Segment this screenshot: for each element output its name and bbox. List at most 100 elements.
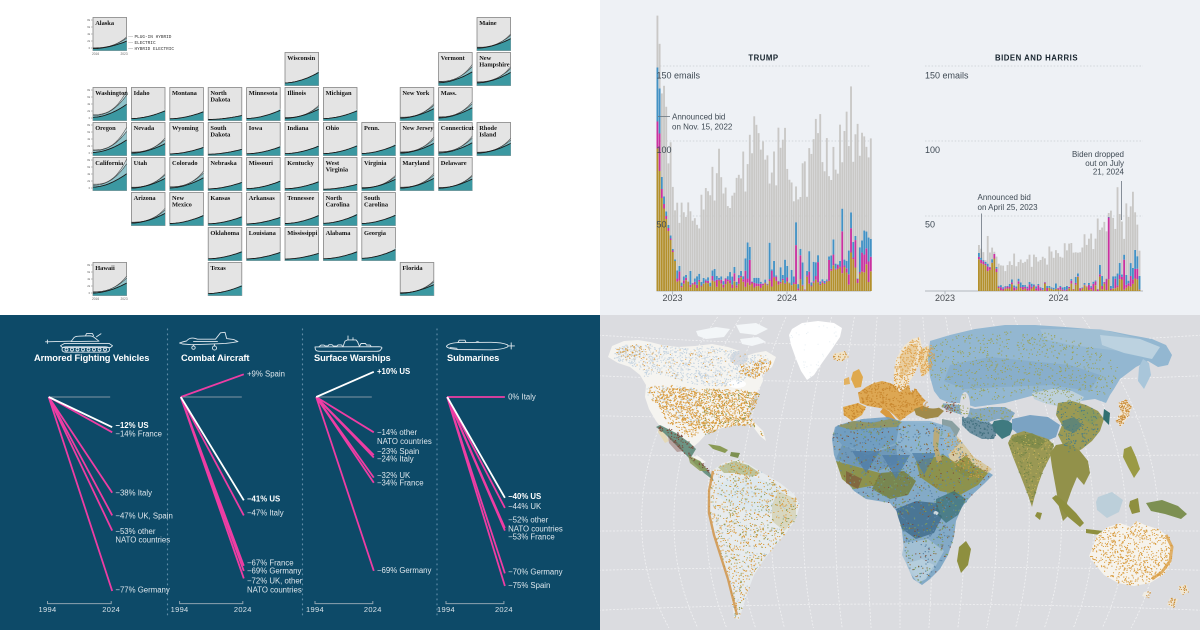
svg-text:Vermont: Vermont bbox=[441, 55, 466, 62]
svg-text:Carolina: Carolina bbox=[364, 202, 389, 209]
svg-text:Kansas: Kansas bbox=[210, 195, 230, 202]
svg-text:−38% Italy: −38% Italy bbox=[115, 489, 152, 498]
svg-text:−12% US: −12% US bbox=[115, 421, 148, 430]
svg-text:Biden dropped: Biden dropped bbox=[1072, 150, 1124, 159]
svg-text:−40% US: −40% US bbox=[508, 492, 541, 501]
svg-text:Minnesota: Minnesota bbox=[249, 90, 279, 97]
svg-text:1994: 1994 bbox=[39, 605, 57, 614]
svg-text:Colorado: Colorado bbox=[172, 160, 198, 167]
svg-text:−72% UK, other: −72% UK, other bbox=[247, 577, 303, 586]
svg-text:8k: 8k bbox=[87, 123, 91, 127]
svg-text:Combat Aircraft: Combat Aircraft bbox=[181, 353, 249, 363]
svg-text:Mass.: Mass. bbox=[441, 90, 457, 97]
svg-text:0: 0 bbox=[89, 186, 91, 190]
svg-text:6k: 6k bbox=[87, 95, 91, 99]
svg-text:Connecticut: Connecticut bbox=[441, 125, 475, 132]
svg-text:Montana: Montana bbox=[172, 90, 198, 97]
svg-text:North: North bbox=[326, 195, 343, 202]
svg-text:Hawaii: Hawaii bbox=[95, 265, 115, 272]
svg-text:Texas: Texas bbox=[210, 265, 226, 272]
svg-text:2024: 2024 bbox=[495, 605, 513, 614]
svg-text:on Nov. 15, 2022: on Nov. 15, 2022 bbox=[672, 122, 733, 131]
svg-text:−67% France: −67% France bbox=[247, 559, 294, 568]
svg-text:Announced bid: Announced bid bbox=[672, 113, 725, 122]
svg-text:2024: 2024 bbox=[777, 293, 797, 303]
svg-text:HYBRID ELECTRIC: HYBRID ELECTRIC bbox=[135, 47, 175, 52]
svg-text:out on July: out on July bbox=[1085, 159, 1124, 168]
svg-text:0: 0 bbox=[89, 151, 91, 155]
svg-text:Iowa: Iowa bbox=[249, 125, 263, 132]
svg-text:Alabama: Alabama bbox=[326, 230, 352, 237]
svg-text:+9% Spain: +9% Spain bbox=[247, 370, 285, 379]
svg-text:6k: 6k bbox=[87, 25, 91, 29]
svg-text:PLUG-IN HYBRID: PLUG-IN HYBRID bbox=[135, 35, 172, 40]
svg-text:Utah: Utah bbox=[134, 160, 148, 167]
svg-text:1994: 1994 bbox=[306, 605, 324, 614]
svg-text:0: 0 bbox=[89, 116, 91, 120]
svg-text:Illinois: Illinois bbox=[287, 90, 306, 97]
svg-text:−14% France: −14% France bbox=[115, 430, 162, 439]
svg-text:4k: 4k bbox=[87, 32, 91, 36]
svg-text:−52% other: −52% other bbox=[508, 516, 548, 525]
svg-text:Armored Fighting Vehicles: Armored Fighting Vehicles bbox=[34, 353, 149, 363]
svg-text:−77% Germany: −77% Germany bbox=[115, 586, 169, 595]
svg-text:0: 0 bbox=[89, 291, 91, 295]
svg-text:2k: 2k bbox=[87, 109, 91, 113]
svg-text:South: South bbox=[364, 195, 380, 202]
svg-text:Delaware: Delaware bbox=[441, 160, 467, 167]
svg-text:Nevada: Nevada bbox=[134, 125, 155, 132]
svg-text:New Jersey: New Jersey bbox=[402, 125, 434, 132]
svg-text:Arkansas: Arkansas bbox=[249, 195, 275, 202]
svg-text:Oklahoma: Oklahoma bbox=[210, 230, 240, 237]
svg-text:on April 25, 2023: on April 25, 2023 bbox=[978, 203, 1039, 212]
svg-text:Tennessee: Tennessee bbox=[287, 195, 314, 202]
svg-text:Mississippi: Mississippi bbox=[287, 230, 317, 237]
svg-text:Mexico: Mexico bbox=[172, 202, 192, 209]
svg-text:4k: 4k bbox=[87, 102, 91, 106]
svg-text:New York: New York bbox=[402, 90, 429, 97]
svg-text:Louisiana: Louisiana bbox=[249, 230, 277, 237]
svg-text:1994: 1994 bbox=[171, 605, 189, 614]
svg-text:Florida: Florida bbox=[402, 265, 423, 272]
svg-text:2023: 2023 bbox=[121, 297, 128, 301]
svg-text:BIDEN AND HARRIS: BIDEN AND HARRIS bbox=[995, 54, 1078, 63]
svg-text:8k: 8k bbox=[87, 158, 91, 162]
svg-text:ELECTRIC: ELECTRIC bbox=[135, 41, 156, 46]
svg-text:2023: 2023 bbox=[121, 52, 128, 56]
svg-text:NATO countries: NATO countries bbox=[377, 437, 432, 446]
svg-text:Kentucky: Kentucky bbox=[287, 160, 314, 167]
svg-text:6k: 6k bbox=[87, 165, 91, 169]
svg-text:1994: 1994 bbox=[437, 605, 455, 614]
svg-text:Virginia: Virginia bbox=[326, 167, 349, 174]
svg-text:−24% Italy: −24% Italy bbox=[377, 455, 414, 464]
svg-text:−14% other: −14% other bbox=[377, 428, 417, 437]
svg-text:South: South bbox=[210, 125, 226, 132]
svg-text:Michigan: Michigan bbox=[326, 90, 352, 97]
svg-text:Submarines: Submarines bbox=[447, 353, 499, 363]
svg-text:Surface Warships: Surface Warships bbox=[314, 353, 391, 363]
svg-text:Georgia: Georgia bbox=[364, 230, 387, 237]
svg-text:Maine: Maine bbox=[479, 20, 497, 27]
svg-text:50: 50 bbox=[925, 220, 935, 230]
svg-text:Rhode: Rhode bbox=[479, 125, 497, 132]
svg-text:Ohio: Ohio bbox=[326, 125, 340, 132]
svg-text:2k: 2k bbox=[87, 284, 91, 288]
svg-text:West: West bbox=[326, 160, 340, 167]
svg-text:50: 50 bbox=[657, 220, 667, 230]
svg-text:−69% Germany: −69% Germany bbox=[377, 566, 431, 575]
svg-text:2k: 2k bbox=[87, 179, 91, 183]
svg-text:2k: 2k bbox=[87, 39, 91, 43]
svg-text:Nebraska: Nebraska bbox=[210, 160, 237, 167]
svg-text:6k: 6k bbox=[87, 130, 91, 134]
svg-text:100: 100 bbox=[657, 145, 672, 155]
svg-text:Hampshire: Hampshire bbox=[479, 62, 510, 69]
svg-text:Washington: Washington bbox=[95, 90, 128, 97]
svg-text:2024: 2024 bbox=[1048, 293, 1068, 303]
svg-text:California: California bbox=[95, 160, 124, 167]
svg-text:0: 0 bbox=[89, 46, 91, 50]
svg-text:Indiana: Indiana bbox=[287, 125, 309, 132]
svg-text:+10% US: +10% US bbox=[377, 367, 410, 376]
svg-text:2k: 2k bbox=[87, 144, 91, 148]
svg-text:−23% Spain: −23% Spain bbox=[377, 447, 419, 456]
svg-text:Announced bid: Announced bid bbox=[978, 193, 1031, 202]
